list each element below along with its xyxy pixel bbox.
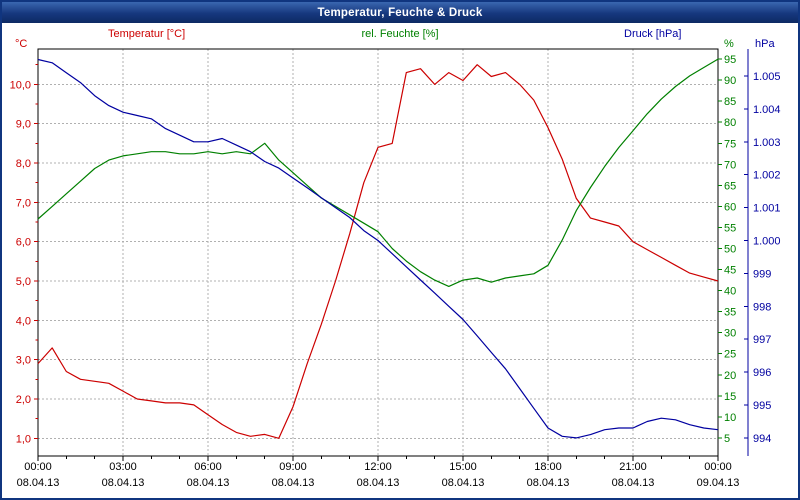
date-label: 08.04.13 xyxy=(102,477,145,489)
series-line-left xyxy=(37,64,719,439)
humidity-tick-label: 15 xyxy=(724,391,736,403)
chart-area: Temperatur [°C] rel. Feuchte [%] Druck [… xyxy=(2,23,798,498)
pressure-tick-label: 997 xyxy=(753,334,771,346)
date-label: 08.04.13 xyxy=(442,477,485,489)
time-label: 12:00 xyxy=(364,461,392,473)
legend-pressure: Druck [hPa] xyxy=(624,28,682,40)
temp-tick-label: 7,0 xyxy=(16,197,31,209)
gridlines xyxy=(38,49,718,456)
temp-tick-label: 3,0 xyxy=(16,355,31,367)
pressure-tick-label: 1.005 xyxy=(753,71,781,83)
humidity-tick-label: 10 xyxy=(724,412,736,424)
series-line-right1 xyxy=(37,58,719,287)
temp-tick-label: 4,0 xyxy=(16,315,31,327)
date-label: 08.04.13 xyxy=(527,477,570,489)
legend-humidity: rel. Feuchte [%] xyxy=(361,28,439,40)
series-lines xyxy=(37,58,719,439)
humidity-tick-label: 25 xyxy=(724,349,736,361)
axis-tick-labels: 10,0 9,0 8,0 7,0 6,0 5,0 4,0 3,0 2,0 1,0 95 90 85 80 7… xyxy=(10,54,781,489)
humidity-tick-label: 35 xyxy=(724,307,736,319)
pressure-tick-label: 1.004 xyxy=(753,104,781,116)
pressure-tick-label: 994 xyxy=(753,433,771,445)
date-label: 09.04.13 xyxy=(697,477,740,489)
humidity-tick-label: 40 xyxy=(724,286,736,298)
axes xyxy=(34,48,749,461)
humidity-unit-label: % xyxy=(724,38,734,50)
time-label: 06:00 xyxy=(194,461,222,473)
humidity-tick-label: 45 xyxy=(724,265,736,277)
pressure-tick-label: 1.002 xyxy=(753,170,781,182)
time-label: 09:00 xyxy=(279,461,307,473)
window-title: Temperatur, Feuchte & Druck xyxy=(317,6,483,19)
temp-tick-label: 6,0 xyxy=(16,237,31,249)
legend-temperature: Temperatur [°C] xyxy=(108,28,186,40)
time-label: 03:00 xyxy=(109,461,137,473)
pressure-unit-label: hPa xyxy=(755,38,775,50)
pressure-tick-label: 996 xyxy=(753,367,771,379)
humidity-tick-label: 30 xyxy=(724,328,736,340)
title-bar: Temperatur, Feuchte & Druck xyxy=(2,2,798,23)
pressure-tick-label: 1.001 xyxy=(753,203,781,215)
time-label: 00:00 xyxy=(24,461,52,473)
humidity-tick-label: 80 xyxy=(724,117,736,129)
humidity-tick-label: 90 xyxy=(724,75,736,87)
date-label: 08.04.13 xyxy=(272,477,315,489)
humidity-tick-label: 85 xyxy=(724,96,736,108)
chart-canvas: 10,0 9,0 8,0 7,0 6,0 5,0 4,0 3,0 2,0 1,0 95 90 85 80 7… xyxy=(10,48,781,489)
date-label: 08.04.13 xyxy=(357,477,400,489)
pressure-tick-label: 999 xyxy=(753,268,771,280)
temp-unit-label: °C xyxy=(15,38,28,50)
time-label: 21:00 xyxy=(619,461,647,473)
temp-tick-label: 8,0 xyxy=(16,158,31,170)
temp-tick-label: 2,0 xyxy=(16,394,31,406)
humidity-tick-label: 5 xyxy=(724,433,730,445)
temp-tick-label: 5,0 xyxy=(16,276,31,288)
humidity-tick-label: 95 xyxy=(724,54,736,66)
humidity-tick-label: 50 xyxy=(724,244,736,256)
series-line-right2 xyxy=(37,58,719,439)
pressure-tick-label: 1.000 xyxy=(753,235,781,247)
time-label: 15:00 xyxy=(449,461,477,473)
pressure-tick-label: 1.003 xyxy=(753,137,781,149)
humidity-tick-label: 55 xyxy=(724,222,736,234)
temp-tick-label: 9,0 xyxy=(16,119,31,131)
time-label: 18:00 xyxy=(534,461,562,473)
temp-tick-label: 1,0 xyxy=(16,433,31,445)
humidity-tick-label: 65 xyxy=(724,180,736,192)
time-label: 00:00 xyxy=(704,461,732,473)
date-label: 08.04.13 xyxy=(187,477,230,489)
humidity-tick-label: 60 xyxy=(724,201,736,213)
pressure-tick-label: 995 xyxy=(753,400,771,412)
date-label: 08.04.13 xyxy=(612,477,655,489)
humidity-tick-label: 20 xyxy=(724,370,736,382)
temp-tick-label: 10,0 xyxy=(10,79,31,91)
humidity-tick-label: 70 xyxy=(724,159,736,171)
humidity-tick-label: 75 xyxy=(724,138,736,150)
date-label: 08.04.13 xyxy=(17,477,60,489)
pressure-tick-label: 998 xyxy=(753,301,771,313)
